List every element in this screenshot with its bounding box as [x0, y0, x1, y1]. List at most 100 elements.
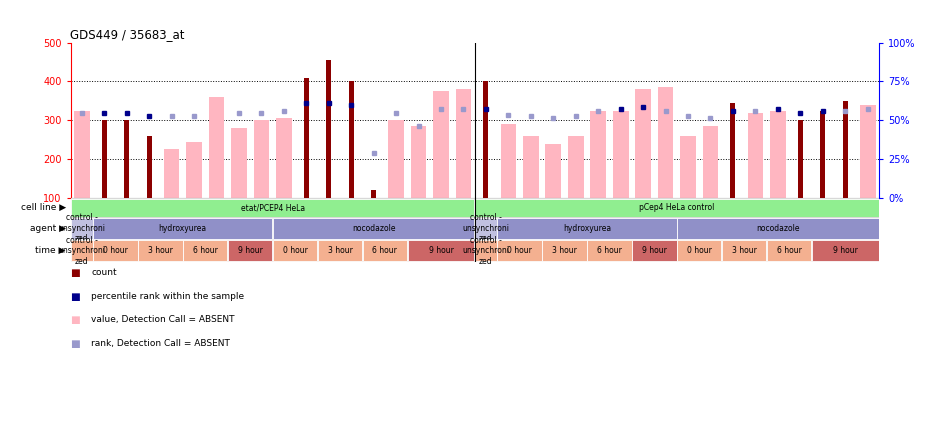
- Text: control -
unsynchroni
zed: control - unsynchroni zed: [58, 236, 105, 266]
- Bar: [326, 60, 331, 198]
- Text: rank, Detection Call = ABSENT: rank, Detection Call = ABSENT: [91, 339, 230, 348]
- Text: 0 hour: 0 hour: [283, 246, 307, 255]
- Bar: [273, 240, 318, 261]
- Text: 6 hour: 6 hour: [193, 246, 218, 255]
- Bar: [798, 120, 803, 198]
- Bar: [542, 240, 587, 261]
- Text: 0 hour: 0 hour: [687, 246, 712, 255]
- Text: control -
unsynchroni
zed: control - unsynchroni zed: [462, 213, 509, 243]
- Text: 6 hour: 6 hour: [776, 246, 802, 255]
- Bar: [164, 150, 180, 198]
- Bar: [102, 120, 106, 198]
- Text: percentile rank within the sample: percentile rank within the sample: [91, 292, 244, 301]
- Bar: [497, 240, 541, 261]
- Text: hydroxyurea: hydroxyurea: [563, 224, 611, 233]
- Bar: [93, 240, 137, 261]
- Bar: [497, 218, 677, 239]
- Bar: [231, 128, 247, 198]
- Bar: [767, 240, 811, 261]
- Bar: [821, 111, 825, 198]
- Text: time ▶: time ▶: [36, 246, 66, 255]
- Text: 3 hour: 3 hour: [148, 246, 173, 255]
- Bar: [545, 144, 561, 198]
- Text: 6 hour: 6 hour: [597, 246, 622, 255]
- Text: 3 hour: 3 hour: [731, 246, 757, 255]
- Bar: [318, 240, 362, 261]
- Text: 3 hour: 3 hour: [552, 246, 577, 255]
- Bar: [304, 78, 308, 198]
- Bar: [183, 240, 227, 261]
- Bar: [702, 126, 718, 198]
- Text: 9 hour: 9 hour: [642, 246, 666, 255]
- Bar: [632, 240, 677, 261]
- Bar: [209, 97, 225, 198]
- Bar: [523, 136, 539, 198]
- Text: 0 hour: 0 hour: [508, 246, 532, 255]
- Bar: [138, 240, 182, 261]
- Bar: [124, 120, 129, 198]
- Text: control -
unsynchroni
zed: control - unsynchroni zed: [58, 213, 105, 243]
- Text: 3 hour: 3 hour: [327, 246, 352, 255]
- Text: 9 hour: 9 hour: [429, 246, 453, 255]
- Bar: [722, 240, 766, 261]
- Bar: [70, 240, 93, 261]
- Bar: [681, 136, 696, 198]
- Bar: [730, 103, 735, 198]
- Bar: [860, 105, 875, 198]
- Bar: [500, 124, 516, 198]
- Bar: [812, 240, 879, 261]
- Text: ■: ■: [70, 315, 80, 325]
- Text: 6 hour: 6 hour: [372, 246, 398, 255]
- Bar: [475, 218, 497, 239]
- Bar: [658, 87, 673, 198]
- Bar: [186, 142, 202, 198]
- Text: hydroxyurea: hydroxyurea: [159, 224, 207, 233]
- Text: agent ▶: agent ▶: [30, 224, 66, 233]
- Bar: [363, 240, 407, 261]
- Text: 0 hour: 0 hour: [103, 246, 128, 255]
- Text: control -
unsynchroni
zed: control - unsynchroni zed: [462, 236, 509, 266]
- Bar: [456, 89, 471, 198]
- Bar: [747, 112, 763, 198]
- Bar: [433, 91, 449, 198]
- Text: count: count: [91, 268, 117, 277]
- Bar: [93, 218, 273, 239]
- Bar: [613, 111, 629, 198]
- Bar: [254, 120, 269, 198]
- Text: nocodazole: nocodazole: [352, 224, 396, 233]
- Bar: [590, 111, 606, 198]
- Bar: [408, 240, 475, 261]
- Bar: [388, 120, 404, 198]
- Text: pCep4 HeLa control: pCep4 HeLa control: [639, 203, 714, 212]
- Bar: [588, 240, 632, 261]
- Bar: [475, 240, 497, 261]
- Bar: [568, 136, 584, 198]
- Bar: [483, 81, 489, 198]
- Bar: [677, 240, 722, 261]
- Bar: [74, 111, 89, 198]
- Bar: [70, 218, 93, 239]
- Bar: [475, 199, 879, 216]
- Bar: [70, 199, 475, 216]
- Text: ■: ■: [70, 292, 80, 302]
- Text: cell line ▶: cell line ▶: [21, 203, 66, 212]
- Text: 9 hour: 9 hour: [238, 246, 262, 255]
- Bar: [147, 136, 151, 198]
- Bar: [227, 240, 273, 261]
- Text: value, Detection Call = ABSENT: value, Detection Call = ABSENT: [91, 315, 235, 324]
- Text: GDS449 / 35683_at: GDS449 / 35683_at: [70, 29, 185, 41]
- Text: 9 hour: 9 hour: [833, 246, 857, 255]
- Bar: [635, 89, 651, 198]
- Bar: [273, 218, 475, 239]
- Bar: [349, 81, 353, 198]
- Text: ■: ■: [70, 268, 80, 278]
- Text: ■: ■: [70, 339, 80, 348]
- Bar: [411, 126, 427, 198]
- Bar: [371, 190, 376, 198]
- Text: etat/PCEP4 HeLa: etat/PCEP4 HeLa: [241, 203, 305, 212]
- Bar: [843, 101, 848, 198]
- Bar: [770, 111, 786, 198]
- Text: nocodazole: nocodazole: [756, 224, 800, 233]
- Bar: [276, 118, 291, 198]
- Bar: [677, 218, 879, 239]
